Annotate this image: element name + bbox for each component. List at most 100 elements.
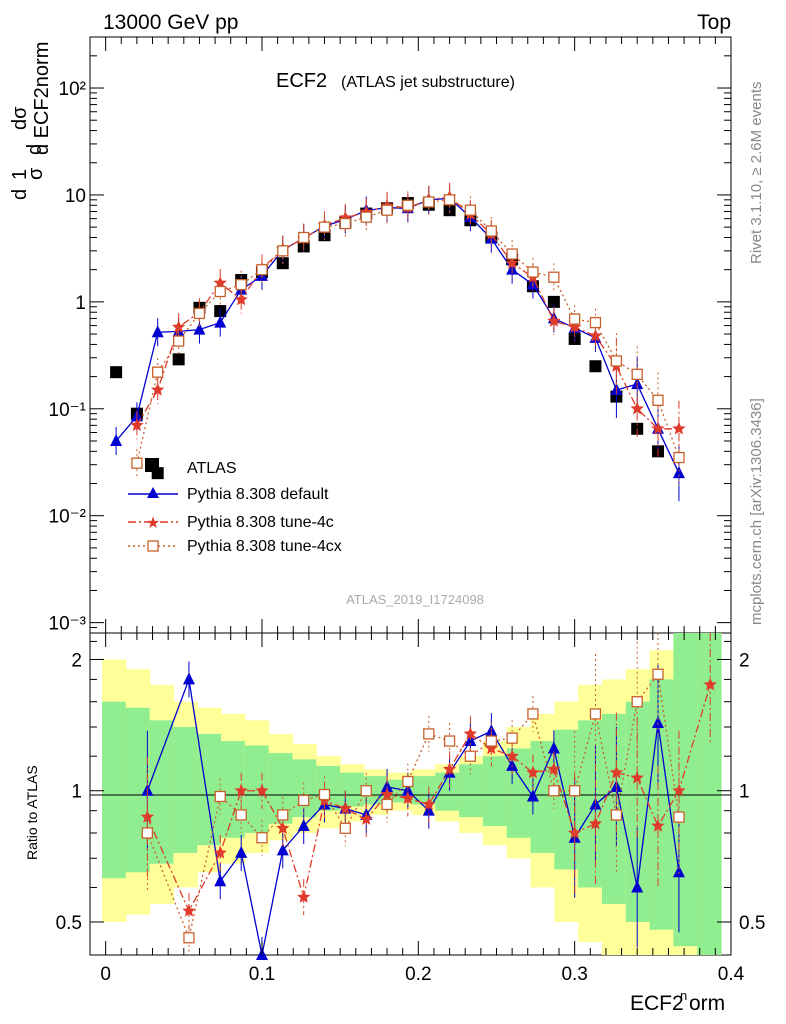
- ratio-point: [277, 809, 289, 821]
- legend-label-atlas: ATLAS: [187, 460, 237, 477]
- main-y-tick-label: 10⁻²: [49, 507, 87, 528]
- ratio-point: [569, 785, 581, 797]
- main-y-tick-label: 10: [65, 186, 86, 207]
- ratio-point: [651, 715, 664, 728]
- ratio-point: [485, 724, 498, 737]
- ratio-point: [485, 735, 497, 747]
- ratio-band-green: [173, 727, 198, 853]
- data-point: [630, 401, 644, 415]
- svg-text:d: d: [24, 144, 46, 155]
- ratio-point: [318, 788, 331, 801]
- ratio-point: [526, 765, 540, 779]
- legend-label-4cx: Pythia 8.308 tune-4cx: [187, 538, 342, 555]
- svg-text:1: 1: [9, 169, 31, 180]
- ratio-point: [140, 810, 154, 823]
- data-point: [214, 285, 226, 298]
- plot-subtitle: (ATLAS jet substructure): [341, 74, 515, 91]
- ratio-point: [703, 677, 717, 691]
- ratio-band-green: [292, 759, 317, 818]
- ratio-point: [672, 783, 686, 797]
- ratio-point: [631, 880, 644, 893]
- data-point: [464, 204, 477, 216]
- data-point: [298, 231, 310, 244]
- data-point: [548, 271, 560, 283]
- main-y-tick-label: 10²: [59, 79, 86, 100]
- ratio-point: [548, 785, 560, 797]
- ratio-band-green: [316, 765, 341, 811]
- ratio-band-green: [149, 720, 175, 864]
- data-point: [193, 307, 206, 320]
- ratio-point: [463, 726, 477, 740]
- data-point: [235, 278, 247, 291]
- data-point: [589, 316, 602, 329]
- ratio-point: [276, 843, 289, 856]
- x-tick-label: 0: [100, 964, 111, 985]
- ratio-point: [651, 819, 665, 832]
- data-point: [443, 194, 456, 206]
- ratio-y-tick-label: 2: [71, 650, 82, 671]
- svg-text:d ECF2norm: d ECF2norm: [31, 42, 53, 155]
- svg-text:d: d: [9, 189, 31, 200]
- ratio-point: [256, 832, 268, 844]
- data-point: [151, 383, 165, 396]
- legend: ATLAS Pythia 8.308 default ★ Pythia 8.30…: [128, 458, 342, 555]
- data-point: [318, 221, 331, 233]
- ratio-point: [484, 741, 498, 755]
- main-plot-data: [110, 182, 686, 502]
- ratio-point: [423, 728, 435, 740]
- ratio-point: [214, 874, 227, 887]
- ratio-point: [673, 811, 685, 823]
- legend-marker-default: [147, 487, 159, 498]
- x-tick-label: 0.1: [249, 964, 275, 985]
- ratio-plot-data: [140, 633, 717, 960]
- ratio-point: [360, 785, 372, 797]
- legend-marker-4c: ★: [146, 513, 160, 532]
- ratio-y-tick-label: 0.5: [56, 913, 82, 934]
- ratio-point: [402, 775, 414, 788]
- x-tick-label: 0.2: [405, 964, 431, 985]
- ratio-point: [672, 865, 685, 878]
- data-point: [506, 248, 518, 260]
- y-axis-label: d 1 σ d dσ d ECF2norm: [9, 42, 53, 200]
- data-point: [381, 204, 393, 216]
- ratio-point: [442, 762, 457, 775]
- ratio-point: [213, 845, 227, 859]
- ratio-point: [359, 812, 373, 825]
- data-point: [589, 360, 602, 373]
- legend-label-default: Pythia 8.308 default: [187, 486, 329, 503]
- ratio-point: [338, 801, 352, 815]
- data-point: [172, 320, 186, 333]
- ratio-point: [610, 809, 623, 821]
- data-point: [234, 292, 248, 306]
- x-axis-label: ECF2 n orm: [630, 988, 725, 1015]
- ratio-point: [506, 732, 518, 744]
- ratio-band-green: [102, 701, 127, 879]
- svg-text:σ: σ: [25, 167, 47, 180]
- ratio-point: [401, 791, 415, 805]
- ratio-point: [547, 762, 561, 775]
- ratio-y-tick-label: 1: [739, 782, 750, 803]
- ratio-band-green: [482, 756, 508, 827]
- ratio-point: [235, 845, 248, 858]
- legend-marker-4cx: [147, 540, 159, 552]
- data-point: [402, 199, 414, 211]
- ratio-point: [443, 735, 456, 747]
- ratio-point: [527, 708, 539, 720]
- ratio-line-2: [146, 684, 711, 913]
- svg-text:dσ: dσ: [9, 106, 31, 130]
- ratio-band-green: [411, 776, 436, 805]
- data-point: [547, 295, 560, 308]
- ratio-point: [609, 765, 624, 779]
- data-point: [213, 276, 227, 289]
- data-point: [672, 466, 685, 479]
- ratio-point: [182, 903, 196, 917]
- ratio-y-tick-label: 1: [71, 782, 82, 803]
- series-line-3: [136, 199, 680, 464]
- x-tick-label: 0.4: [718, 964, 745, 985]
- ratio-y-tick-label: 0.5: [739, 913, 765, 934]
- data-point: [547, 314, 561, 327]
- ratio-point: [297, 819, 310, 832]
- ratio-point: [422, 797, 436, 811]
- ratio-point: [380, 787, 394, 801]
- ratio-point: [588, 816, 603, 830]
